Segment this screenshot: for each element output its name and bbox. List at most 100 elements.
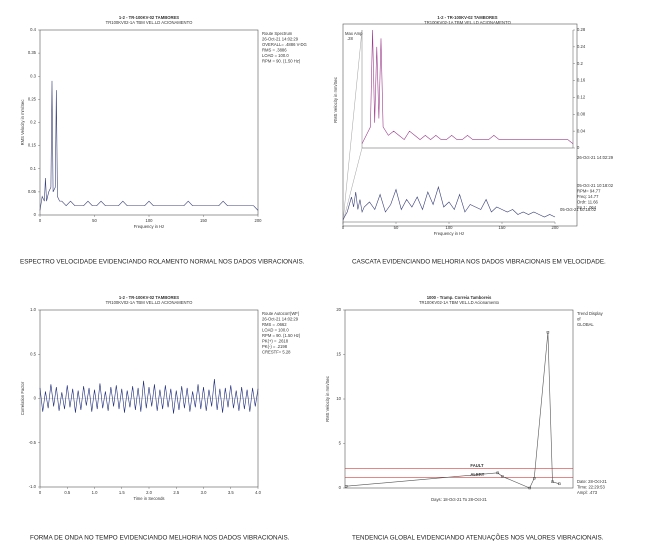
x-tick-label: 50: [92, 218, 97, 223]
y-axis-label: RMS Velocity in mm/Sec: [325, 376, 330, 422]
x-tick-label: 2.0: [146, 490, 152, 495]
y-axis-label: Correlation Factor: [20, 381, 25, 415]
y-tick-label: -1.0: [29, 484, 37, 489]
info-text: Freq: 14.77: [577, 194, 599, 199]
max-amp-label: Max Amp: [345, 31, 363, 36]
x-tick-label: 0: [39, 218, 42, 223]
x-tick-label: 200: [552, 225, 560, 230]
caption: TENDENCIA GLOBAL EVIDENCIANDO ATENUAÇÕES…: [352, 533, 604, 542]
y-tick-label: 0.4: [30, 27, 36, 32]
y-tick-label: 0.2: [577, 61, 583, 66]
y-tick-label: -0.5: [29, 440, 37, 445]
x-tick-label: 0: [342, 225, 345, 230]
y-tick-label: 0.24: [577, 44, 586, 49]
y-tick-label: 1.0: [30, 307, 36, 312]
y-tick-label: 0.1: [30, 166, 36, 171]
data-line: [361, 29, 574, 145]
info-text: Route Spectrum: [262, 31, 293, 36]
y-tick-label: 0.15: [28, 143, 37, 148]
info-text: Trend Display: [577, 311, 604, 316]
info-text: Ordr: 11.66: [577, 200, 599, 205]
info-text: 26-Oct-21 14:02:29: [262, 317, 299, 322]
y-tick-label: 0.12: [577, 95, 586, 100]
data-point: [551, 480, 554, 483]
data-line: [39, 80, 259, 211]
x-tick-label: 0.5: [64, 490, 70, 495]
data-point: [558, 482, 561, 486]
data-point: [528, 486, 531, 490]
y-tick-label: 0.05: [28, 189, 37, 194]
x-axis-label: Frequency in Hz: [134, 224, 165, 229]
x-axis-label: Frequency in Hz: [434, 231, 465, 236]
info-text: LOAD = 100.0: [262, 328, 289, 333]
x-tick-label: 0: [39, 490, 42, 495]
x-tick-label: 1.5: [119, 490, 125, 495]
data-point: [546, 331, 550, 334]
threshold-label: FAULT: [470, 463, 484, 468]
chart-subtitle: TR100KV02-1A TBM VEL.LD ACIONAMENTO: [106, 300, 193, 305]
chart-title: 1-2 - TR-100KV-02 TAMBORES: [437, 15, 497, 20]
info-text: RMS = .0662: [262, 322, 287, 327]
info-text: Time: 22:29:53: [577, 485, 605, 490]
y-tick-label: 0: [339, 485, 342, 490]
perspective-line: [342, 147, 363, 223]
x-tick-label: 200: [255, 218, 263, 223]
y-tick-label: 0.35: [28, 50, 37, 55]
x-tick-label: 150: [200, 218, 208, 223]
chart-subtitle: TR100KV02-1A TBM VEL.LD Acionamento: [419, 300, 500, 305]
series-label: 26-Oct-21 14:02:29: [577, 155, 614, 160]
chart-title: 1-2 - TR-100KV-02 TAMBORES: [119, 15, 179, 20]
data-point: [533, 477, 536, 480]
y-tick-label: 0: [577, 145, 580, 150]
x-tick-label: 4.0: [255, 490, 261, 495]
y-tick-label: 20: [336, 307, 341, 312]
info-text: Sp 1: .064: [577, 205, 597, 210]
perspective-line: [342, 29, 363, 223]
y-tick-label: 0.2: [30, 120, 36, 125]
chart-title: 1000 - Tramp. Correia Tamboreis: [427, 295, 492, 300]
info-text: PK(-) = .2198: [262, 344, 288, 349]
x-axis-label: Days: 18-Oct-21 To 28-Oct-21: [431, 497, 487, 502]
x-tick-label: 2.5: [173, 490, 179, 495]
x-tick-label: 100: [146, 218, 154, 223]
y-tick-label: 0: [34, 212, 37, 217]
max-amp: .28: [347, 36, 353, 41]
info-text: RMS = .3886: [262, 48, 287, 53]
x-tick-label: 50: [394, 225, 399, 230]
chart-title: 1-2 - TR-100KV-02 TAMBORES: [119, 295, 179, 300]
caption: FORMA DE ONDA NO TEMPO EVIDENCIANDO MELH…: [30, 535, 290, 542]
x-tick-label: 3.5: [228, 490, 234, 495]
info-text: of: [577, 317, 581, 322]
y-tick-label: 15: [336, 352, 341, 357]
x-tick-label: 100: [446, 225, 454, 230]
data-point: [501, 475, 504, 478]
info-text: GLOBAL: [577, 322, 594, 327]
data-line: [39, 379, 259, 414]
data-point: [496, 471, 499, 475]
info-text: OVERALL= .4886 V-DG: [262, 42, 307, 47]
x-tick-label: 150: [499, 225, 507, 230]
chart-subtitle: TR100KV02-1A TBM VEL.LD ACIONAMENTO: [424, 20, 511, 25]
caption: ESPECTRO VELOCIDADE EVIDENCIANDO ROLAMEN…: [20, 259, 305, 266]
y-tick-label: 0.25: [28, 96, 37, 101]
info-text: 05-Oct-21 10:18:02: [577, 183, 614, 188]
y-tick-label: 0.16: [577, 78, 586, 83]
info-text: CRESTF= 5.28: [262, 350, 291, 355]
chart-subtitle: TR100KV02-1A TBM VEL.LD ACIONAMENTO: [106, 20, 193, 25]
y-tick-label: 10: [336, 396, 341, 401]
info-text: Ampl: .473: [577, 490, 598, 495]
caption: CASCATA EVIDENCIANDO MELHORIA NOS DADOS …: [352, 259, 606, 266]
frame: [342, 23, 578, 227]
info-text: Route Autocorr(WF): [262, 311, 300, 316]
y-tick-label: 0.5: [30, 351, 36, 356]
x-tick-label: 1.0: [92, 490, 98, 495]
y-tick-label: 0.3: [30, 73, 36, 78]
info-text: Date: 28-Oct-21: [577, 479, 607, 484]
info-text: PK(+) = .2618: [262, 339, 289, 344]
y-tick-label: 5: [339, 441, 342, 446]
data-line: [342, 185, 556, 220]
info-text: RPM = 90. (1.50 Hz): [262, 333, 301, 338]
y-tick-label: 0.28: [577, 27, 586, 32]
